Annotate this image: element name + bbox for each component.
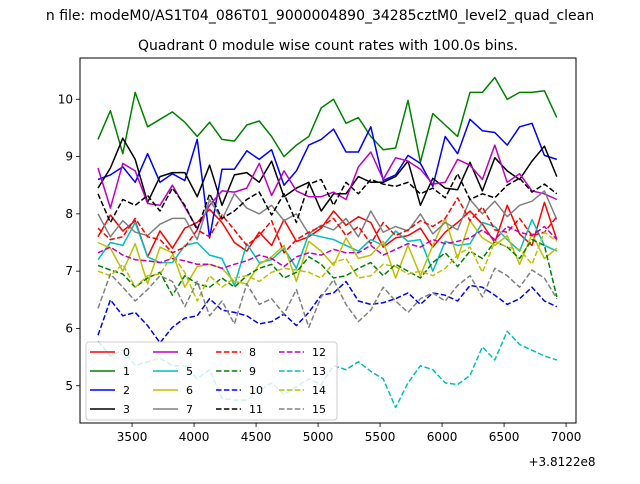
legend-label-8: 8 xyxy=(249,346,256,359)
series-line-7 xyxy=(97,190,558,241)
y-tick-label: 8 xyxy=(65,207,73,221)
axes-title: Quadrant 0 module wise count rates with … xyxy=(138,38,518,54)
series-line-1 xyxy=(97,76,558,164)
y-tick-label: 9 xyxy=(65,150,73,164)
series-line-9 xyxy=(97,238,558,298)
legend-label-10: 10 xyxy=(249,384,263,397)
legend-box xyxy=(85,341,338,421)
legend-label-15: 15 xyxy=(312,403,326,416)
series-line-2 xyxy=(97,118,558,239)
legend-label-0: 0 xyxy=(123,346,130,359)
figure-suptitle: n file: modeM0/AS1T04_086T01_9000004890_… xyxy=(46,8,594,24)
legend-label-7: 7 xyxy=(186,403,193,416)
legend-label-11: 11 xyxy=(249,403,263,416)
series-line-15 xyxy=(97,267,558,329)
series-line-11 xyxy=(97,172,558,231)
legend-label-4: 4 xyxy=(186,346,193,359)
x-tick-label: 7000 xyxy=(551,430,582,444)
x-axis: 3500 4000 4500 5000 5500 6000 6500 7000 xyxy=(117,423,582,444)
legend-label-3: 3 xyxy=(123,403,130,416)
x-tick-label: 4500 xyxy=(241,430,272,444)
legend-label-1: 1 xyxy=(123,365,130,378)
series-line-14 xyxy=(97,231,558,302)
x-tick-label: 3500 xyxy=(117,430,148,444)
y-tick-label: 5 xyxy=(65,379,73,393)
legend-label-6: 6 xyxy=(186,384,193,397)
series-line-4 xyxy=(97,144,558,229)
series-line-8 xyxy=(97,197,558,254)
x-tick-label: 4000 xyxy=(179,430,210,444)
legend-label-2: 2 xyxy=(123,384,130,397)
x-tick-label: 6500 xyxy=(489,430,520,444)
series-line-10 xyxy=(97,280,558,344)
series-line-3 xyxy=(97,137,558,212)
legend-label-5: 5 xyxy=(186,365,193,378)
y-tick-label: 7 xyxy=(65,264,73,278)
y-tick-label: 10 xyxy=(58,92,73,106)
x-offset-label: +3.8122e8 xyxy=(528,455,595,469)
y-axis: 5 6 7 8 9 10 xyxy=(58,92,80,393)
x-tick-label: 5500 xyxy=(365,430,396,444)
legend-label-9: 9 xyxy=(249,365,256,378)
legend-label-13: 13 xyxy=(312,365,326,378)
legend-label-12: 12 xyxy=(312,346,326,359)
x-tick-label: 5000 xyxy=(303,430,334,444)
axes-frame xyxy=(79,57,577,424)
legend-label-14: 14 xyxy=(312,384,326,397)
series-line-0 xyxy=(97,201,558,258)
y-tick-label: 6 xyxy=(65,321,73,335)
plot-lines xyxy=(97,76,558,409)
x-tick-label: 6000 xyxy=(427,430,458,444)
